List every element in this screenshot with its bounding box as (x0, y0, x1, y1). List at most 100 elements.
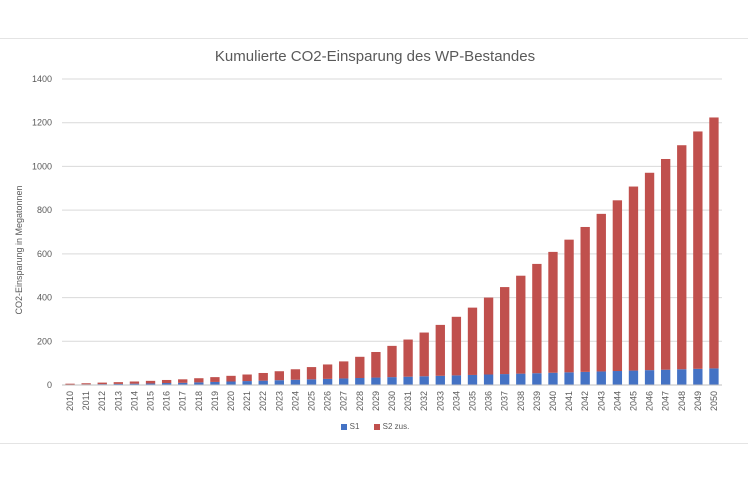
bar-s1 (371, 377, 381, 385)
bar-s1 (516, 373, 526, 385)
bar-s1 (628, 370, 639, 385)
bar-s2 (97, 382, 107, 385)
bar-s2 (612, 200, 623, 372)
x-tick-label: 2041 (564, 391, 574, 411)
gridlines (62, 78, 722, 342)
x-tick-label: 2020 (226, 391, 236, 411)
bar-s2 (580, 226, 590, 372)
legend: S1 S2 zus. (0, 422, 750, 432)
x-tick-label: 2016 (162, 391, 172, 411)
bar-s2 (274, 371, 284, 381)
bar-s1 (693, 368, 703, 385)
bar-s2 (435, 324, 445, 376)
x-tick-label: 2036 (484, 391, 494, 411)
bar-s2 (467, 307, 478, 375)
bar-s1 (548, 372, 558, 385)
y-axis-label: CO2-Einsparung in Megatonnen (14, 185, 24, 314)
x-tick-label: 2014 (129, 391, 139, 411)
x-tick-label: 2037 (500, 391, 510, 411)
x-tick-label: 2011 (81, 391, 91, 410)
x-tick-label: 2046 (645, 391, 655, 411)
bar-s2 (403, 339, 413, 377)
bar-s1 (403, 376, 413, 385)
x-tick-label: 2017 (178, 391, 188, 411)
bar-s2 (81, 383, 91, 385)
legend-item-s1: S1 (340, 422, 359, 431)
y-tick-label: 200 (37, 336, 52, 346)
y-tick-label: 0 (47, 380, 52, 390)
bar-s2 (339, 361, 349, 379)
bar-s2 (178, 379, 188, 383)
x-axis-ticks: 2010 2011 2012 2013 2014 2015 2016 2017 2018 2019… (65, 391, 719, 411)
y-tick-label: 600 (37, 249, 52, 259)
bar-s1 (258, 380, 268, 385)
bar-s1 (306, 379, 317, 385)
bar-s2 (677, 145, 687, 370)
legend-swatch-s2 (373, 423, 380, 430)
y-tick-label: 1200 (32, 118, 52, 128)
bar-s1 (129, 383, 140, 385)
bar-s2 (596, 213, 606, 372)
x-tick-label: 2026 (323, 391, 333, 411)
x-tick-label: 2013 (113, 391, 123, 411)
bar-s1 (644, 370, 655, 385)
bar-s1 (500, 374, 510, 385)
bar-s1 (194, 382, 204, 385)
y-axis-ticks: 0 200 400 600 800 1000 1200 1400 (32, 74, 52, 390)
x-tick-label: 2045 (628, 391, 638, 411)
bar-s2 (451, 316, 462, 376)
bar-s1 (161, 383, 172, 385)
bar-s2 (548, 251, 558, 373)
bar-s2 (500, 287, 510, 375)
bar-s2 (693, 131, 703, 369)
bar-s2 (290, 369, 301, 380)
bar-s2 (628, 186, 639, 371)
bar-s1 (322, 378, 333, 385)
bar-s1 (467, 374, 478, 385)
legend-label-s2: S2 zus. (382, 422, 410, 431)
x-tick-label: 2040 (548, 391, 558, 411)
bar-s1 (226, 381, 236, 385)
bar-s2 (322, 364, 333, 379)
x-tick-label: 2038 (516, 391, 526, 411)
x-tick-label: 2032 (419, 391, 429, 411)
bar-s2 (371, 351, 381, 378)
x-tick-label: 2049 (693, 391, 703, 411)
x-tick-label: 2050 (709, 391, 719, 411)
bar-s2 (242, 374, 252, 382)
legend-item-s2: S2 zus. (373, 422, 410, 431)
x-tick-label: 2034 (451, 391, 461, 411)
x-tick-label: 2018 (194, 391, 204, 411)
x-tick-label: 2021 (242, 391, 252, 411)
x-tick-label: 2027 (339, 391, 349, 411)
x-tick-label: 2031 (403, 391, 413, 411)
bar-s2 (161, 379, 172, 384)
x-tick-label: 2029 (371, 391, 381, 411)
y-tick-label: 800 (37, 205, 52, 215)
legend-swatch-s1 (340, 423, 347, 430)
bar-s2 (387, 345, 397, 378)
bar-s2 (516, 275, 526, 374)
x-tick-label: 2043 (596, 391, 606, 411)
x-tick-label: 2039 (532, 391, 542, 411)
bar-s2 (113, 382, 124, 384)
bar-s2 (483, 297, 494, 375)
x-tick-label: 2044 (612, 391, 622, 411)
x-tick-label: 2030 (387, 391, 397, 411)
bar-s1 (242, 381, 252, 385)
x-tick-label: 2042 (580, 391, 590, 411)
bar-s1 (113, 383, 124, 385)
y-tick-label: 400 (37, 293, 52, 303)
bar-s1 (612, 371, 623, 385)
x-tick-label: 2047 (661, 391, 671, 411)
bar-s2 (564, 239, 574, 373)
x-tick-label: 2022 (258, 391, 268, 411)
bar-s2 (210, 377, 220, 382)
x-tick-label: 2025 (307, 391, 317, 411)
x-tick-label: 2035 (467, 391, 477, 411)
bar-s1 (580, 371, 590, 385)
bar-s2 (226, 375, 236, 382)
bar-s1 (435, 375, 445, 385)
y-tick-label: 1000 (32, 161, 52, 171)
